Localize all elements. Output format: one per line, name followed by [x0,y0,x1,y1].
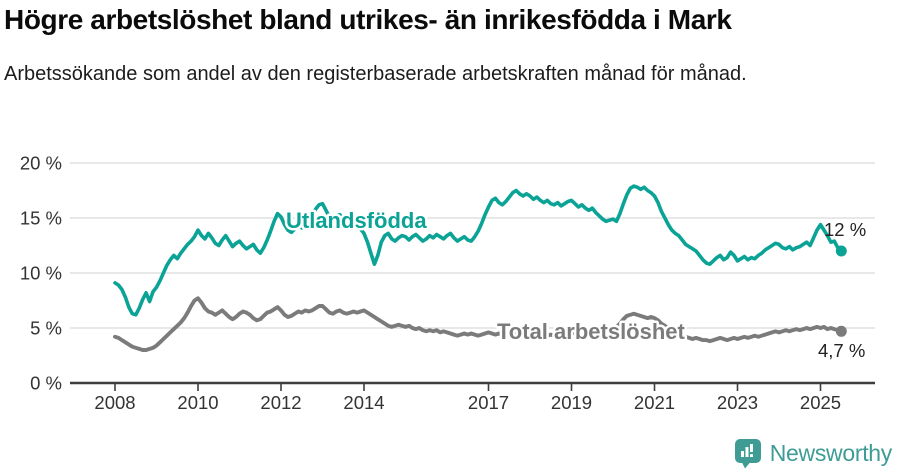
series-label-total: Total arbetslöshet [497,319,686,344]
x-tick-label: 2017 [468,392,509,413]
chart-header: Högre arbetslöshet bland utrikes- än inr… [4,4,896,90]
page-title: Högre arbetslöshet bland utrikes- än inr… [4,4,732,35]
series-end-dot-total [835,325,847,337]
brand-footer: Newsworthy [734,438,892,469]
x-tick-label: 2008 [94,392,135,413]
newsworthy-logo-icon [734,439,761,469]
x-tick-label: 2012 [260,392,301,413]
y-tick-label: 15 % [20,208,62,229]
series-end-dot-utlandsfodda [835,245,847,257]
series-end-value-utlandsfodda: 12 % [824,219,866,240]
x-tick-label: 2023 [717,392,758,413]
y-tick-label: 0 % [30,373,62,394]
series-end-value-total: 4,7 % [818,340,865,361]
x-tick-label: 2021 [634,392,675,413]
brand-name: Newsworthy [769,440,893,466]
y-tick-label: 5 % [30,318,62,339]
x-tick-label: 2019 [551,392,592,413]
x-tick-label: 2025 [800,392,841,413]
series-line-total [113,296,844,352]
x-tick-label: 2014 [343,392,384,413]
page-subtitle: Arbetssökande som andel av den registerb… [4,63,747,85]
x-tick-label: 2010 [177,392,218,413]
series-line-utlandsfodda [113,184,844,317]
series-label-utlandsfodda: Utlandsfödda [286,208,427,233]
y-tick-label: 20 % [20,153,62,174]
y-tick-label: 10 % [20,263,62,284]
